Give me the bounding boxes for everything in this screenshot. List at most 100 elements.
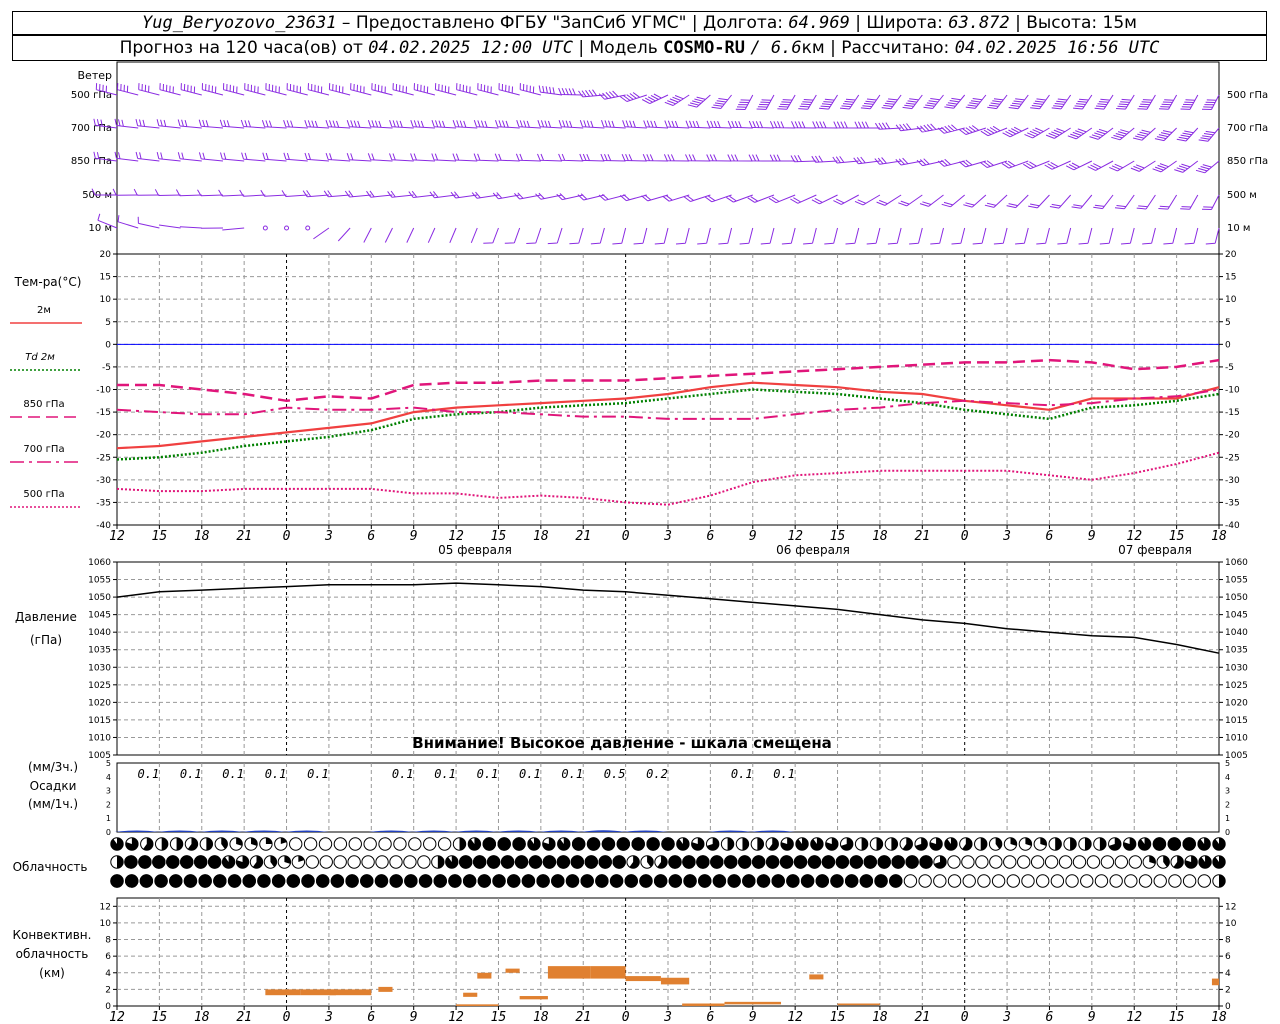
wind-barb (598, 193, 626, 201)
cloud-symbol-fill (849, 855, 864, 869)
wind-barb (845, 227, 860, 245)
cloud-symbol-fill (647, 855, 654, 868)
cloud-symbol-fill (193, 855, 208, 869)
precip-unit-1h: (мм/1ч.) (28, 797, 78, 811)
cloud-symbol-fill (598, 855, 612, 869)
cloud-symbol-fill (756, 874, 771, 888)
wind-barb (344, 190, 372, 198)
cloud-symbol-fill (1219, 874, 1226, 888)
station-name: Yug_Beryozovo_23631 (142, 13, 337, 33)
conv-unit: (км) (39, 966, 65, 980)
wind-barb (620, 92, 647, 102)
temp-tick-label: 0 (1225, 340, 1231, 350)
precip-amount-label: 0.1 (434, 767, 456, 781)
precip-tick-label: 0 (106, 828, 111, 837)
wind-barb (1158, 194, 1178, 210)
temp-tick-label: 15 (100, 273, 111, 283)
wind-barb (972, 227, 987, 245)
wind-barb (727, 120, 753, 129)
wind-barb (1205, 227, 1220, 245)
hour-tick-label: 12 (109, 529, 125, 544)
cloud-symbol-fill (1138, 837, 1151, 851)
wind-barb (619, 194, 647, 202)
cloud-symbol-fill (117, 855, 124, 869)
wind-barb (406, 227, 415, 243)
wind-barb (1094, 94, 1114, 110)
temp-series-line (116, 388, 1220, 420)
cloud-symbol-fill (877, 855, 891, 869)
wind-barb (112, 188, 139, 196)
pressure-title: Давление (15, 610, 77, 624)
wind-barb (1154, 127, 1177, 142)
wind-barb (958, 159, 987, 168)
temp-tick-label: 10 (100, 295, 112, 305)
wind-barb (881, 94, 902, 110)
wind-barb (346, 153, 372, 162)
convective-bar (265, 989, 301, 996)
wind-barb (175, 189, 202, 197)
cloud-symbol (289, 837, 303, 851)
hour-tick-label: 3 (1002, 1010, 1011, 1024)
wind-barb (114, 118, 139, 129)
pressure-tick-label: 1055 (88, 576, 111, 586)
convective-panel: 0 0 2 2 4 4 6 6 8 8 10 10 12 12 12 15 18 21 0 3 6 9 12 15 18 21 0 3… (100, 897, 1237, 1024)
hour-tick-label: 6 (706, 529, 714, 544)
cloud-symbol-fill (779, 855, 794, 869)
cloud-symbol-fill (757, 837, 764, 851)
hour-tick-label: 9 (1088, 1010, 1096, 1024)
wind-barb (413, 83, 436, 96)
wind-barb (1036, 227, 1050, 245)
wind-barb (621, 154, 647, 162)
wind-barb (410, 120, 435, 129)
wind-barb (117, 83, 139, 96)
pressure-tick-label: 1050 (88, 593, 111, 603)
wind-barb (350, 83, 372, 96)
temp-tick-label: -10 (96, 386, 111, 396)
wind-barb (495, 120, 520, 129)
wind-barb (748, 120, 774, 129)
cloud-symbol-fill (727, 874, 741, 888)
wind-barb (452, 120, 478, 129)
separator: | (691, 13, 698, 33)
wind-barb (304, 152, 329, 162)
wind-barb (133, 188, 160, 196)
hour-tick-label: 21 (914, 529, 930, 544)
header-dash: – (341, 13, 351, 33)
hour-tick-label: 0 (622, 1010, 630, 1024)
cloud-symbol-fill (445, 855, 458, 869)
cloud-symbol-fill (271, 874, 286, 888)
hour-tick-label: 18 (1211, 1010, 1227, 1024)
cloud-symbol-fill (580, 874, 594, 888)
cloud-symbol-fill (124, 855, 138, 869)
pressure-tick-label: 1060 (88, 558, 111, 568)
wind-barb-row (93, 118, 1220, 142)
pressure-line (116, 582, 1220, 654)
wind-barb (1195, 160, 1220, 174)
cloud-symbol-fill (227, 874, 242, 888)
temp-tick-label: 5 (105, 318, 111, 328)
wind-barb (1109, 160, 1135, 172)
cloud-symbol-fill (584, 855, 598, 869)
wind-barb (590, 227, 605, 245)
conv-tick-label: 0 (105, 1002, 111, 1012)
cloud-symbol (1128, 855, 1143, 869)
wind-barb (902, 94, 923, 110)
temp-tick-label: -30 (96, 476, 111, 486)
precip-amount-label: 0.2 (646, 767, 668, 781)
wind-barb (1067, 127, 1093, 140)
wind-barb (916, 158, 944, 167)
cloud-symbol-fill (905, 855, 919, 869)
cloud-symbol (947, 855, 961, 869)
wind-barb (1089, 127, 1114, 140)
conv-tick-label: 10 (1225, 919, 1237, 929)
cloud-symbol-fill (929, 837, 943, 851)
cloud-symbol-fill (786, 874, 800, 888)
precip-amount-label: 0.1 (561, 767, 583, 781)
wind-barb (219, 119, 245, 129)
cloud-symbol-fill (1197, 837, 1211, 851)
temp-tick-label: -5 (102, 363, 111, 373)
convective-bar (456, 1004, 499, 1006)
cloud-symbol-fill (1152, 837, 1167, 851)
cloud-symbol-fill (810, 837, 824, 851)
panel-frame (116, 61, 1220, 255)
